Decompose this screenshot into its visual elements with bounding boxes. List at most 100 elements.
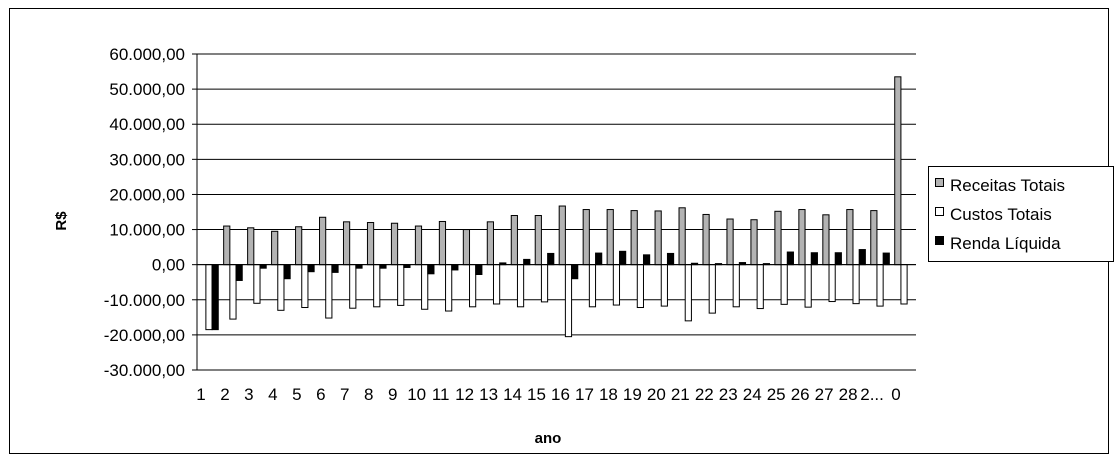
bar-custos [421, 264, 429, 310]
bar-renda [475, 264, 483, 276]
x-tick-label: 4 [268, 385, 277, 404]
x-tick-label: 8 [364, 385, 373, 404]
bar-renda [666, 252, 675, 266]
bar-custos [469, 264, 477, 308]
bar-receitas [750, 219, 758, 266]
x-tick-label: 0 [891, 385, 900, 404]
x-tick-label: 10 [407, 385, 426, 404]
axes [192, 53, 916, 371]
x-tick-label: 5 [292, 385, 301, 404]
bar-renda [379, 264, 387, 269]
bar-receitas [654, 210, 662, 266]
bar-custos [253, 264, 261, 304]
x-tick-label: 2 [220, 385, 229, 404]
bar-custos [373, 264, 381, 308]
bar-custos [349, 264, 357, 309]
bar-renda [259, 264, 267, 269]
bar-receitas [846, 209, 854, 266]
x-tick-label: 27 [815, 385, 834, 404]
bar-renda [810, 252, 818, 266]
bar-custos [205, 264, 213, 331]
bar-renda [619, 250, 627, 266]
bar-renda [595, 252, 603, 266]
bar-renda [834, 252, 842, 266]
bar-renda [451, 264, 459, 271]
bar-receitas [894, 76, 902, 266]
x-tick-label: 9 [388, 385, 397, 404]
x-tick-label: 19 [623, 385, 642, 404]
bar-receitas [558, 205, 566, 266]
bar-custos [588, 264, 597, 308]
bar-renda [355, 264, 363, 269]
bar-custos [564, 264, 573, 338]
bar-receitas [534, 215, 542, 266]
y-axis-title: R$ [53, 211, 70, 231]
bar-renda [523, 258, 531, 266]
y-tick-labels: 60.000,00 50.000,00 40.000,00 30.000,00 20.0… [104, 45, 185, 380]
y-tick-label: 20.000,00 [109, 185, 185, 204]
bar-renda [882, 252, 890, 266]
bar-receitas [390, 222, 399, 266]
bar-custos [660, 264, 668, 307]
x-tick-label: 1 [196, 385, 205, 404]
bar-receitas [702, 213, 710, 266]
bar-renda [307, 264, 315, 273]
y-tick-label: 30.000,00 [109, 150, 185, 169]
bar-renda [642, 254, 651, 266]
x-tick-label: 2... [860, 385, 884, 404]
bar-custos [277, 264, 285, 311]
bar-receitas [319, 216, 327, 266]
y-tick-label: 40.000,00 [109, 115, 185, 134]
bar-receitas [247, 227, 255, 266]
bar-renda [786, 251, 794, 266]
bar-receitas [582, 209, 590, 266]
bar-custos [780, 264, 788, 305]
y-tick-label: -30.000,00 [104, 361, 185, 380]
x-tick-label: 25 [767, 385, 786, 404]
x-tick-label: 26 [791, 385, 810, 404]
x-tick-label: 17 [575, 385, 594, 404]
bar-receitas [678, 207, 686, 266]
bar-receitas [726, 218, 734, 266]
bar-custos [492, 264, 501, 305]
y-tick-label: 0,00 [152, 256, 185, 275]
bar-renda [858, 249, 866, 266]
legend-item-receitas: Receitas Totais [935, 171, 1113, 200]
gridlines [197, 53, 916, 371]
y-tick-label: 50.000,00 [109, 80, 185, 99]
x-tick-label: 18 [599, 385, 618, 404]
legend-swatch-receitas [935, 177, 944, 187]
bar-receitas [462, 229, 471, 266]
bar-receitas [414, 225, 423, 266]
bar-custos [684, 264, 692, 322]
bar-renda [547, 252, 555, 266]
bar-custos [900, 264, 908, 305]
bar-custos [636, 264, 644, 309]
x-tick-label: 13 [479, 385, 498, 404]
bar-renda [331, 264, 339, 273]
bar-receitas [870, 210, 878, 266]
bar-receitas [438, 220, 447, 266]
legend-swatch-custos [935, 206, 944, 216]
bar-custos [540, 264, 549, 303]
legend-swatch-renda [935, 235, 944, 245]
bar-renda [427, 264, 435, 275]
bar-receitas [774, 210, 782, 266]
x-tick-label: 11 [432, 385, 450, 404]
y-tick-label: -10.000,00 [104, 291, 185, 310]
bar-receitas [271, 230, 279, 266]
bar-renda [235, 264, 243, 281]
legend-label-renda: Renda Líquida [950, 233, 1061, 253]
bar-receitas [223, 225, 231, 266]
x-tick-labels: 1 2 3 4 5 6 7 8 9 10 11 12 13 14 15 16 17 18 19 20 21 22 23 24 2… [196, 385, 901, 404]
bar-custos [804, 264, 812, 308]
x-tick-label: 23 [719, 385, 738, 404]
legend-item-renda: Renda Líquida [935, 229, 1113, 258]
x-axis-title: ano [535, 430, 562, 447]
bar-custos [732, 264, 740, 308]
legend-label-custos: Custos Totais [950, 204, 1052, 224]
bar-custos [445, 264, 453, 312]
x-tick-label: 21 [671, 385, 690, 404]
bar-receitas [630, 210, 638, 266]
x-tick-label: 14 [503, 385, 522, 404]
